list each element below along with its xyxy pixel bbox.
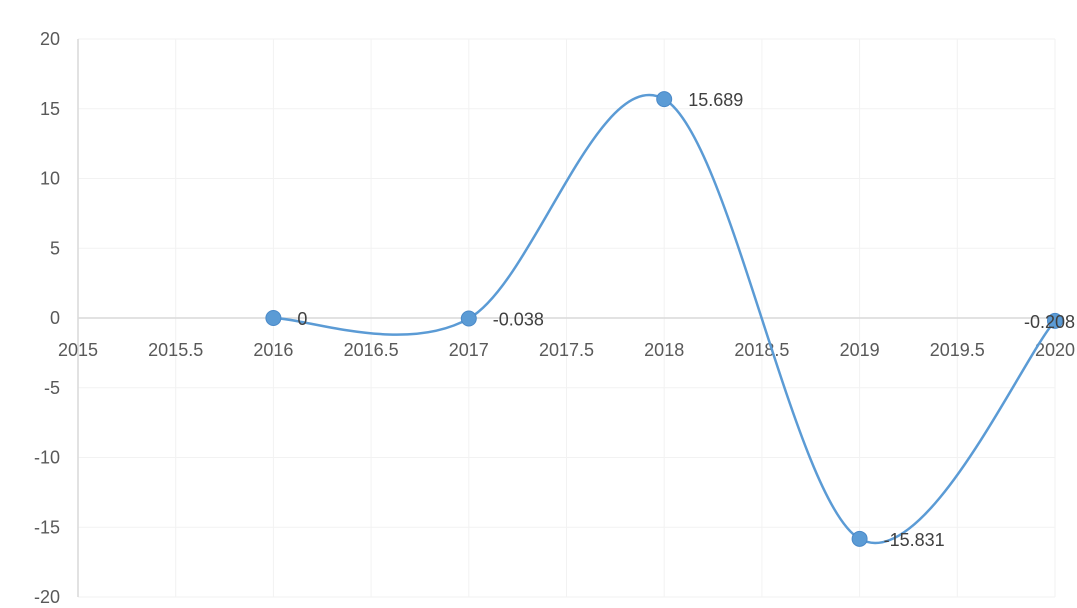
data-point bbox=[851, 530, 868, 547]
data-label: -0.208 bbox=[1024, 312, 1075, 332]
data-label: -15.831 bbox=[884, 530, 945, 550]
y-tick-label: -15 bbox=[34, 517, 60, 537]
x-axis-tick-labels: 2015 2015.5 2016 2016.5 2017 2017.5 2018 2018.5… bbox=[58, 340, 1075, 360]
series-markers bbox=[265, 91, 1063, 547]
data-labels: 0 -0.038 15.689 -15.831 -0.208 bbox=[297, 90, 1075, 550]
x-tick-label: 2017.5 bbox=[539, 340, 594, 360]
y-tick-label: 5 bbox=[50, 238, 60, 258]
y-tick-label: 20 bbox=[40, 29, 60, 49]
y-tick-label: -5 bbox=[44, 378, 60, 398]
x-tick-label: 2017 bbox=[449, 340, 489, 360]
x-tick-label: 2016 bbox=[253, 340, 293, 360]
data-label: 0 bbox=[297, 309, 307, 329]
data-point bbox=[1047, 312, 1063, 329]
y-tick-label: 15 bbox=[40, 99, 60, 119]
y-tick-label: -10 bbox=[34, 448, 60, 468]
y-tick-label: -20 bbox=[34, 587, 60, 607]
x-tick-label: 2018 bbox=[644, 340, 684, 360]
y-tick-label: 10 bbox=[40, 169, 60, 189]
x-tick-label: 2018.5 bbox=[734, 340, 789, 360]
x-tick-label: 2015.5 bbox=[148, 340, 203, 360]
y-tick-label: 0 bbox=[50, 308, 60, 328]
x-tick-label: 2020 bbox=[1035, 340, 1075, 360]
series-line bbox=[272, 94, 1057, 544]
data-point bbox=[656, 91, 673, 108]
data-label: -0.038 bbox=[493, 310, 544, 330]
x-tick-label: 2019.5 bbox=[930, 340, 985, 360]
x-tick-label: 2015 bbox=[58, 340, 98, 360]
x-tick-label: 2019 bbox=[840, 340, 880, 360]
data-point bbox=[265, 310, 282, 326]
series-line-path bbox=[272, 94, 1057, 544]
data-label: 15.689 bbox=[688, 90, 743, 110]
axes bbox=[77, 39, 1055, 597]
data-point bbox=[460, 310, 477, 327]
x-tick-label: 2016.5 bbox=[344, 340, 399, 360]
y-axis-tick-labels: 20 15 10 5 0 -5 -10 -15 -20 bbox=[34, 29, 60, 607]
